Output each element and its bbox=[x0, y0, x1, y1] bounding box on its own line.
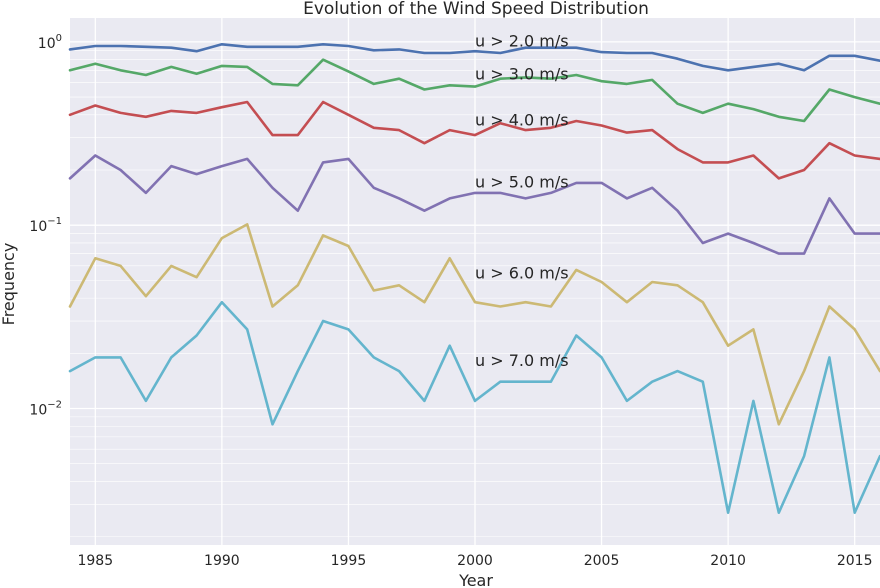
x-axis-label: Year bbox=[458, 571, 493, 588]
annotation-4: u > 5.0 m/s bbox=[475, 172, 569, 191]
x-tick-label: 1985 bbox=[77, 553, 113, 569]
series-line-2 bbox=[68, 58, 880, 123]
x-tick-label: 2005 bbox=[584, 553, 620, 569]
annotation-6: u > 7.0 m/s bbox=[475, 351, 569, 370]
y-tick-label: 100 bbox=[38, 33, 62, 52]
annotation-5: u > 6.0 m/s bbox=[475, 264, 569, 283]
y-tick-base: 10 bbox=[38, 36, 56, 52]
y-axis-label: Frequency bbox=[0, 243, 18, 326]
chart-title: Evolution of the Wind Speed Distribution bbox=[303, 0, 649, 19]
x-tick-label: 1995 bbox=[331, 553, 367, 569]
series-line-5 bbox=[68, 223, 880, 426]
y-tick-label: 10−1 bbox=[29, 216, 62, 235]
series-line-6 bbox=[68, 300, 880, 515]
y-tick-exponent: −1 bbox=[47, 216, 62, 227]
y-tick-base: 10 bbox=[29, 402, 47, 418]
y-tick-base: 10 bbox=[29, 219, 47, 235]
x-tick-labels: 1985 1990 1995 2000 2005 2010 2015 bbox=[77, 553, 872, 569]
y-tick-label: 10−2 bbox=[29, 399, 62, 418]
y-tick-exponent: −2 bbox=[47, 399, 62, 410]
x-tick-label: 2015 bbox=[837, 553, 873, 569]
grid-lines bbox=[70, 18, 880, 545]
series-line-1 bbox=[68, 42, 880, 72]
y-tick-exponent: 0 bbox=[56, 33, 62, 44]
annotation-1: u > 2.0 m/s bbox=[475, 31, 569, 50]
x-tick-label: 2000 bbox=[457, 553, 493, 569]
x-tick-label: 1990 bbox=[204, 553, 240, 569]
annotation-2: u > 3.0 m/s bbox=[475, 64, 569, 83]
series-line-3 bbox=[68, 100, 880, 180]
series-lines bbox=[68, 42, 880, 515]
series-line-4 bbox=[68, 154, 880, 255]
annotation-3: u > 4.0 m/s bbox=[475, 111, 569, 130]
x-tick-label: 2010 bbox=[710, 553, 746, 569]
series-annotations: u > 2.0 m/s u > 3.0 m/s u > 4.0 m/s u > 5.0… bbox=[475, 31, 569, 370]
